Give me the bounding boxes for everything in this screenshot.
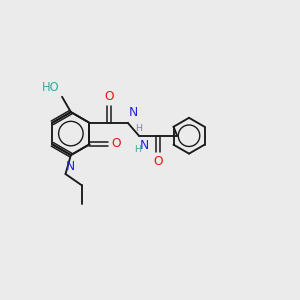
- Text: N: N: [129, 106, 138, 119]
- Text: O: O: [104, 90, 114, 103]
- Text: HO: HO: [41, 81, 59, 94]
- Text: H: H: [134, 145, 142, 154]
- Text: O: O: [112, 137, 121, 150]
- Text: H: H: [135, 124, 142, 133]
- Text: O: O: [153, 155, 163, 169]
- Text: N: N: [66, 160, 76, 173]
- Text: N: N: [140, 139, 149, 152]
